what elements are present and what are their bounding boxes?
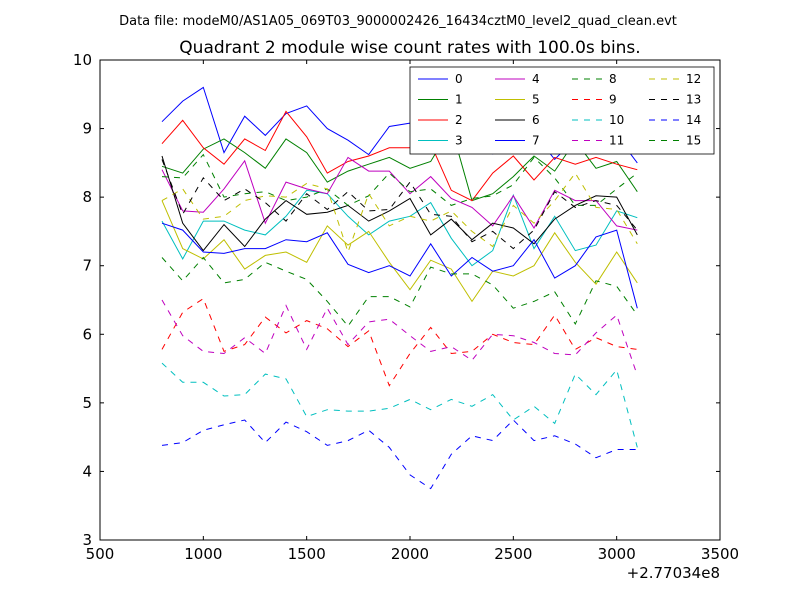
series-line-1 [161,125,638,202]
legend-label-10: 10 [609,113,624,127]
series-line-11 [161,299,638,376]
chart-title: Quadrant 2 module wise count rates with … [179,38,640,58]
y-tick-label: 6 [82,325,92,343]
y-tick-label: 7 [82,257,92,275]
legend-label-11: 11 [609,134,624,148]
y-tick-label: 3 [82,531,92,549]
series-line-7 [161,222,638,309]
series-line-10 [161,362,638,448]
legend-label-12: 12 [686,72,701,86]
series-line-5 [161,200,638,303]
legend-label-2: 2 [455,113,463,127]
y-tick-label: 5 [82,394,92,412]
y-tick-label: 4 [82,462,92,480]
x-tick-label: 2000 [391,545,429,563]
series-line-6 [161,155,638,252]
series-line-14 [161,419,638,490]
legend-label-9: 9 [609,93,617,107]
y-tick-label: 9 [82,120,92,138]
x-tick-label: 500 [86,545,115,563]
series-line-13 [161,159,638,250]
legend-label-4: 4 [532,72,540,86]
series-line-12 [161,172,638,254]
x-offset-label: +2.77034e8 [627,564,720,582]
series-line-2 [161,110,638,202]
legend-label-8: 8 [609,72,617,86]
legend-label-7: 7 [532,134,540,148]
legend-label-14: 14 [686,113,701,127]
plot-series-layer [161,86,638,490]
x-tick-label: 3000 [598,545,636,563]
series-line-15 [161,256,638,327]
legend-label-13: 13 [686,93,701,107]
series-line-3 [161,189,638,267]
legend-label-0: 0 [455,72,463,86]
series-line-8 [161,153,638,206]
y-tick-label: 10 [73,51,92,69]
x-tick-label: 2500 [494,545,532,563]
legend-label-3: 3 [455,134,463,148]
data-file-suptitle: Data file: modeM0/AS1A05_069T03_90000024… [119,14,677,29]
series-line-9 [161,297,638,387]
legend-frame [409,66,715,155]
x-tick-label: 1000 [184,545,222,563]
legend-label-1: 1 [455,93,463,107]
series-line-0 [161,86,638,164]
x-tick-label: 1500 [288,545,326,563]
legend-label-15: 15 [686,134,701,148]
y-tick-label: 8 [82,188,92,206]
legend-label-6: 6 [532,113,540,127]
legend-label-5: 5 [532,93,540,107]
x-tick-label: 3500 [701,545,739,563]
